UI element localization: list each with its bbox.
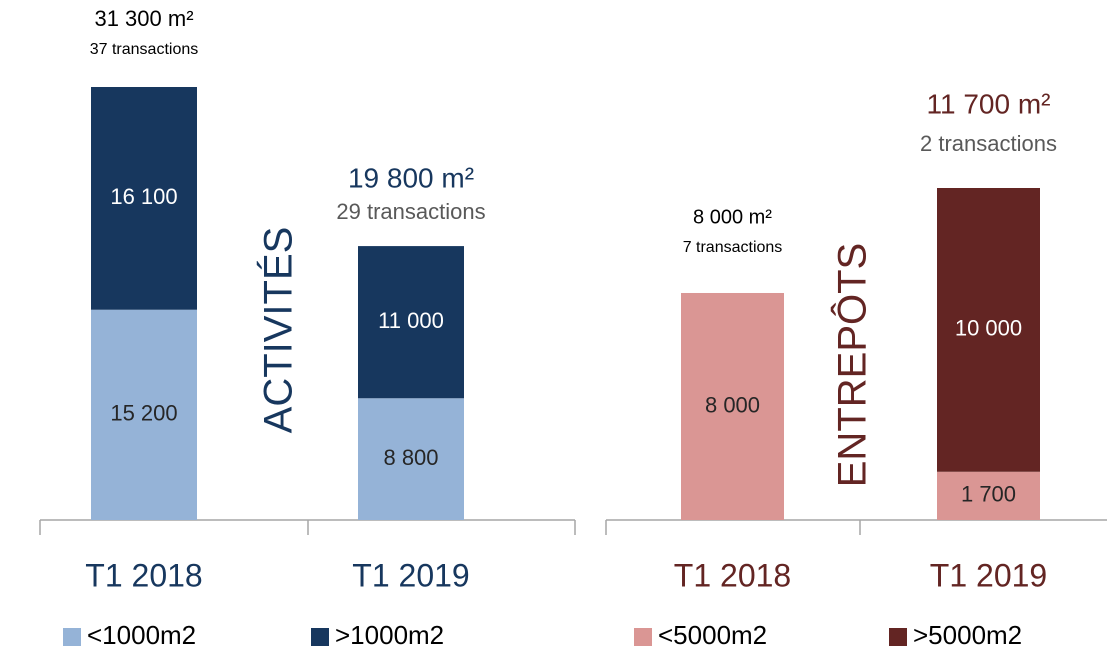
bar-segment: [358, 246, 464, 399]
category-label: T1 2018: [85, 557, 202, 593]
value-label: 8 000: [705, 392, 760, 417]
transactions-label: 2 transactions: [920, 131, 1057, 156]
bar-segment: [937, 471, 1040, 520]
transactions-label: 29 transactions: [336, 199, 485, 224]
transactions-label: 7 transactions: [683, 239, 783, 256]
value-label: 11 000: [378, 308, 444, 333]
transactions-label: 37 transactions: [90, 41, 199, 58]
legend-label: >1000m2: [335, 620, 444, 649]
legend-swatch: [634, 628, 652, 646]
value-label: 1 700: [961, 482, 1016, 507]
bar-segment: [91, 309, 197, 520]
value-label: 8 800: [383, 445, 438, 470]
axis-label: ACTIVITÉS: [256, 227, 301, 434]
legend-swatch: [889, 628, 907, 646]
category-label: T1 2019: [930, 557, 1047, 593]
legend-swatch: [311, 628, 329, 646]
value-label: 15 200: [110, 401, 177, 426]
axis-label: ENTREPÔTS: [830, 243, 875, 487]
total-label: 11 700 m²: [927, 88, 1051, 119]
value-label: 10 000: [955, 316, 1022, 341]
legend-label: >5000m2: [913, 620, 1022, 649]
bar-segment: [91, 87, 197, 310]
value-label: 16 100: [110, 184, 177, 209]
legend-swatch: [63, 628, 81, 646]
total-label: 19 800 m²: [348, 162, 474, 193]
category-label: T1 2018: [674, 557, 791, 593]
legend-label: <5000m2: [658, 620, 767, 649]
legend-label: <1000m2: [87, 620, 196, 649]
bar-segment: [937, 188, 1040, 472]
bar-segment: [358, 398, 464, 520]
total-label: 31 300 m²: [94, 6, 193, 31]
total-label: 8 000 m²: [693, 206, 772, 228]
category-label: T1 2019: [352, 557, 469, 593]
bar-segment: [681, 292, 784, 520]
